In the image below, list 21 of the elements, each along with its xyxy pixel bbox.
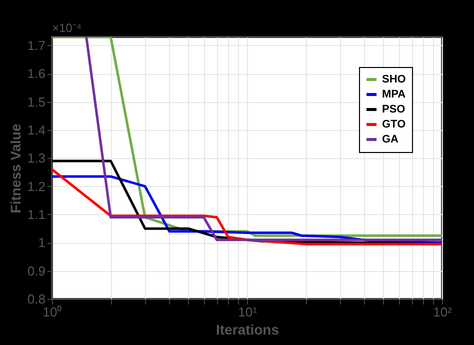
y-tick-label: 1.4 (27, 122, 46, 138)
y-tick-label: 0.8 (27, 292, 46, 306)
legend-label: SHO (382, 74, 406, 86)
y-tick-label: 1.3 (27, 150, 46, 166)
y-tick-label: 1.7 (27, 38, 46, 53)
legend-label: GA (382, 134, 399, 146)
text: ×10⁻⁴ (52, 21, 82, 35)
y-tick-label: 1.6 (27, 66, 46, 82)
y-tick-label: 1.5 (27, 94, 46, 110)
x-tick-label: 10¹ (238, 304, 258, 320)
y-axis-title: Fitness Value (7, 124, 24, 214)
y-tick-label: 0.9 (27, 263, 46, 278)
x-axis-title: Iterations (216, 322, 280, 338)
y-tick-label: 1.2 (27, 178, 46, 194)
y-tick-label: 1 (38, 235, 46, 250)
legend-label: MPA (382, 88, 406, 100)
legend-label: GTO (382, 118, 406, 130)
y-tick-label: 1.1 (27, 206, 46, 222)
x-tick-label: 10⁰ (42, 304, 62, 320)
legend-label: PSO (382, 104, 406, 116)
x-tick-label: 10² (433, 304, 453, 320)
